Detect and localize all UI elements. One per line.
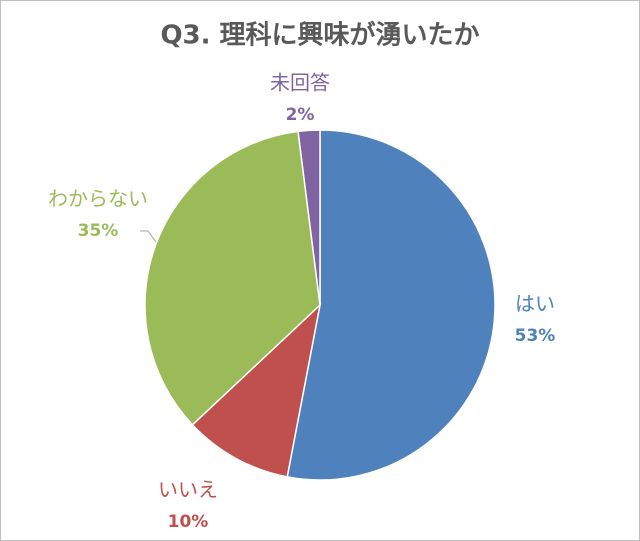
slice-category-label: いいえ <box>158 478 218 502</box>
slice-category-label: はい <box>515 292 555 316</box>
slice-value-label: 10% <box>168 512 209 532</box>
pie-slice <box>144 130 321 426</box>
slice-value-label: 2% <box>286 105 315 125</box>
slice-category-label: 未回答 <box>270 71 330 95</box>
leader-line <box>140 230 157 243</box>
chart-title: Q3. 理科に興味が湧いたか <box>160 20 479 51</box>
pie-slice <box>191 302 322 478</box>
slice-category-label: わからない <box>48 187 148 211</box>
pie-slice <box>286 129 496 481</box>
pie-slice <box>297 129 321 306</box>
slice-value-label: 53% <box>515 326 556 346</box>
slice-value-label: 35% <box>78 221 119 241</box>
